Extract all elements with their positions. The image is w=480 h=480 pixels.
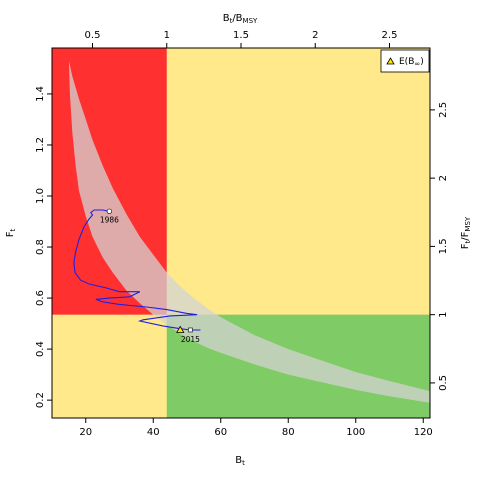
stock-trajectory-line <box>73 209 201 331</box>
right-tick-label: 1 <box>438 311 449 317</box>
left-axis-title: Ft <box>5 228 17 237</box>
right-axis-title: Ft/FMSY <box>460 216 472 249</box>
legend: E(B∞) <box>380 49 430 73</box>
end-year-label: 2015 <box>181 335 200 344</box>
end-point-marker <box>187 327 193 333</box>
start-year-label: 1986 <box>100 215 119 224</box>
right-tick-label: 1.5 <box>438 238 449 254</box>
expected-biomass-marker <box>176 325 185 333</box>
top-tick-label: 1.5 <box>233 30 249 41</box>
bottom-tick-label: 60 <box>214 427 227 438</box>
left-tick-label: 0.4 <box>35 341 46 357</box>
left-tick-label: 1.4 <box>35 86 46 102</box>
bottom-tick-label: 40 <box>147 427 160 438</box>
legend-triangle-marker <box>386 57 395 65</box>
legend-box <box>380 49 430 73</box>
right-tick-label: 0.5 <box>438 375 449 391</box>
left-tick-label: 0.6 <box>35 290 46 306</box>
bottom-tick-label: 120 <box>414 427 433 438</box>
right-tick-label: 2 <box>438 175 449 181</box>
left-tick-label: 1.2 <box>35 137 46 153</box>
top-axis-title: Bt/BMSY <box>223 13 258 25</box>
bottom-tick-label: 80 <box>282 427 295 438</box>
bottom-tick-label: 100 <box>346 427 365 438</box>
left-tick-label: 1.0 <box>35 188 46 204</box>
top-tick-label: 1 <box>164 30 170 41</box>
start-point-marker <box>106 208 113 215</box>
bottom-axis-title: Bt <box>235 455 245 467</box>
axes: 20 40 60 80 100 120 0.2 0.4 0.6 0.8 1.0 1.2 1.4 0.5 1 1… <box>35 30 449 438</box>
bottom-tick-label: 20 <box>79 427 92 438</box>
top-tick-label: 2 <box>312 30 318 41</box>
left-tick-label: 0.8 <box>35 239 46 255</box>
left-tick-label: 0.2 <box>35 392 46 408</box>
legend-entry: E(B∞) <box>399 57 424 68</box>
right-tick-label: 2.5 <box>438 102 449 118</box>
top-tick-label: 2.5 <box>382 30 398 41</box>
top-tick-label: 0.5 <box>85 30 101 41</box>
trajectory-markers: 1986 2015 <box>100 208 200 344</box>
